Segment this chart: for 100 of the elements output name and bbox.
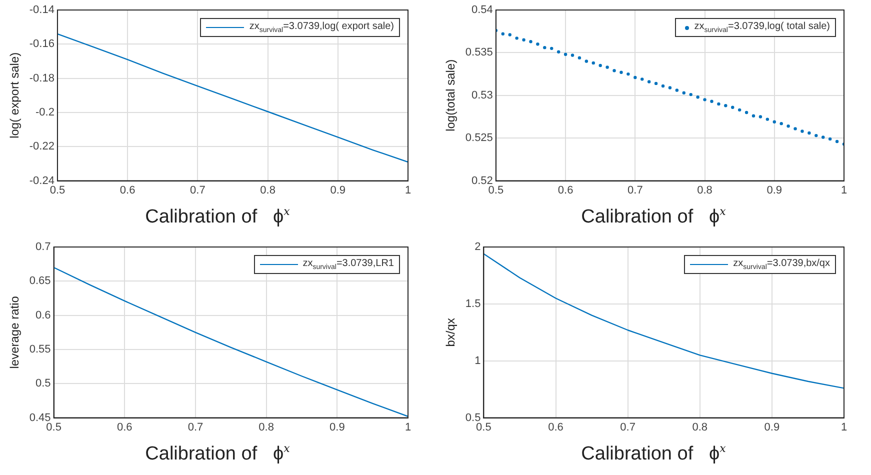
point bbox=[731, 106, 734, 109]
y-tick-label: -0.24 bbox=[29, 174, 54, 187]
x-tick-label: 0.7 bbox=[620, 421, 636, 434]
point bbox=[584, 60, 588, 63]
x-tick-label: 0.5 bbox=[50, 184, 66, 196]
point bbox=[640, 78, 644, 81]
y-tick-label: 0.45 bbox=[29, 412, 51, 424]
x-tick-label: 0.9 bbox=[330, 184, 346, 196]
point bbox=[675, 88, 679, 92]
y-tick-label: 0.54 bbox=[472, 4, 493, 16]
point bbox=[794, 127, 797, 130]
point bbox=[550, 46, 554, 50]
point bbox=[772, 120, 776, 124]
x-tick-label: 0.5 bbox=[488, 184, 504, 196]
y-tick-label: 1 bbox=[474, 354, 481, 367]
y-tick-label: 2 bbox=[474, 241, 481, 254]
point bbox=[766, 118, 770, 121]
point bbox=[647, 80, 651, 84]
point bbox=[556, 50, 560, 54]
x-tick-label: 0.8 bbox=[260, 184, 276, 196]
y-tick-label: 0.5 bbox=[36, 378, 51, 390]
point bbox=[710, 100, 714, 103]
y-tick-label: 0.5 bbox=[465, 412, 481, 424]
point bbox=[828, 137, 832, 141]
point bbox=[696, 96, 700, 99]
point bbox=[822, 136, 825, 139]
y-axis-title: log( export sale) bbox=[8, 52, 22, 138]
point bbox=[634, 76, 637, 80]
x-axis-title: Calibration of ϕ$^{x}$ bbox=[144, 442, 291, 466]
x-tick-label: 0.8 bbox=[692, 421, 708, 434]
y-tick-label: 0.53 bbox=[472, 89, 493, 102]
legend-label: zx$_{survival}$=3.0739,LR1 bbox=[302, 258, 394, 271]
x-axis-title: Calibration of ϕ$^{x}$ bbox=[580, 442, 727, 466]
x-tick-label: 1 bbox=[404, 184, 412, 196]
point bbox=[786, 124, 790, 128]
y-tick-label: 1.5 bbox=[465, 298, 481, 310]
point bbox=[661, 84, 665, 88]
point bbox=[668, 86, 672, 90]
x-tick-label: 0.6 bbox=[117, 421, 132, 434]
legend-label: zx$_{survival}$=3.0739,log( total sale) bbox=[694, 21, 830, 34]
point bbox=[654, 82, 658, 86]
x-tick-label: 0.9 bbox=[766, 184, 782, 196]
point bbox=[682, 91, 686, 94]
point bbox=[620, 70, 623, 74]
x-tick-label: 0.6 bbox=[558, 184, 574, 196]
point bbox=[606, 66, 609, 69]
legend-label: zx$_{survival}$=3.0739,log( export sale) bbox=[249, 21, 394, 34]
point bbox=[738, 108, 742, 112]
point bbox=[808, 131, 811, 135]
y-tick-label: 0.55 bbox=[29, 344, 51, 356]
x-tick-label: 0.7 bbox=[628, 184, 643, 196]
point bbox=[578, 56, 582, 60]
point bbox=[752, 114, 756, 118]
x-tick-label: 0.6 bbox=[548, 421, 564, 434]
x-axis-title: Calibration of ϕ$^{x}$ bbox=[144, 205, 291, 228]
point bbox=[780, 122, 783, 126]
point bbox=[800, 130, 804, 133]
point bbox=[626, 72, 630, 76]
y-axis-title: leverage ratio bbox=[8, 296, 22, 369]
x-axis-title: Calibration of ϕ$^{x}$ bbox=[580, 205, 727, 228]
point bbox=[543, 46, 546, 50]
point bbox=[564, 52, 568, 56]
point bbox=[536, 42, 540, 46]
point bbox=[612, 69, 616, 72]
y-axis-title: log(total sale) bbox=[444, 59, 458, 132]
point bbox=[501, 32, 504, 36]
x-tick-label: 0.8 bbox=[697, 184, 712, 196]
x-tick-label: 0.9 bbox=[330, 421, 345, 434]
y-tick-label: -0.14 bbox=[29, 4, 54, 16]
y-axis-title: bx/qx bbox=[444, 318, 458, 347]
y-tick-label: 0.535 bbox=[465, 46, 493, 59]
point bbox=[522, 38, 526, 42]
y-tick-label: -0.2 bbox=[36, 106, 54, 119]
x-tick-label: 0.7 bbox=[190, 184, 206, 196]
y-tick-label: 0.6 bbox=[36, 309, 51, 322]
point bbox=[515, 36, 518, 40]
point bbox=[529, 40, 532, 44]
point bbox=[703, 98, 706, 102]
point bbox=[744, 110, 748, 114]
point bbox=[814, 134, 818, 138]
point bbox=[598, 64, 602, 68]
x-tick-label: 1 bbox=[840, 421, 848, 434]
y-tick-label: 0.525 bbox=[465, 132, 493, 144]
legend-label: zx$_{survival}$=3.0739,bx/qx bbox=[733, 258, 830, 271]
y-tick-label: -0.16 bbox=[29, 38, 54, 50]
y-tick-label: -0.18 bbox=[29, 72, 54, 84]
x-tick-label: 1 bbox=[404, 421, 412, 434]
y-tick-label: 0.65 bbox=[29, 275, 51, 288]
x-tick-label: 1 bbox=[840, 184, 848, 196]
point bbox=[689, 92, 692, 96]
point bbox=[724, 104, 728, 108]
y-tick-label: 0.7 bbox=[36, 241, 51, 254]
x-tick-label: 0.8 bbox=[258, 421, 274, 434]
point bbox=[717, 102, 720, 106]
x-tick-label: 0.6 bbox=[120, 184, 136, 196]
y-tick-label: 0.52 bbox=[472, 174, 493, 187]
point bbox=[570, 54, 574, 57]
y-tick-label: -0.22 bbox=[29, 140, 54, 153]
point bbox=[835, 140, 839, 144]
x-tick-label: 0.7 bbox=[188, 421, 204, 434]
